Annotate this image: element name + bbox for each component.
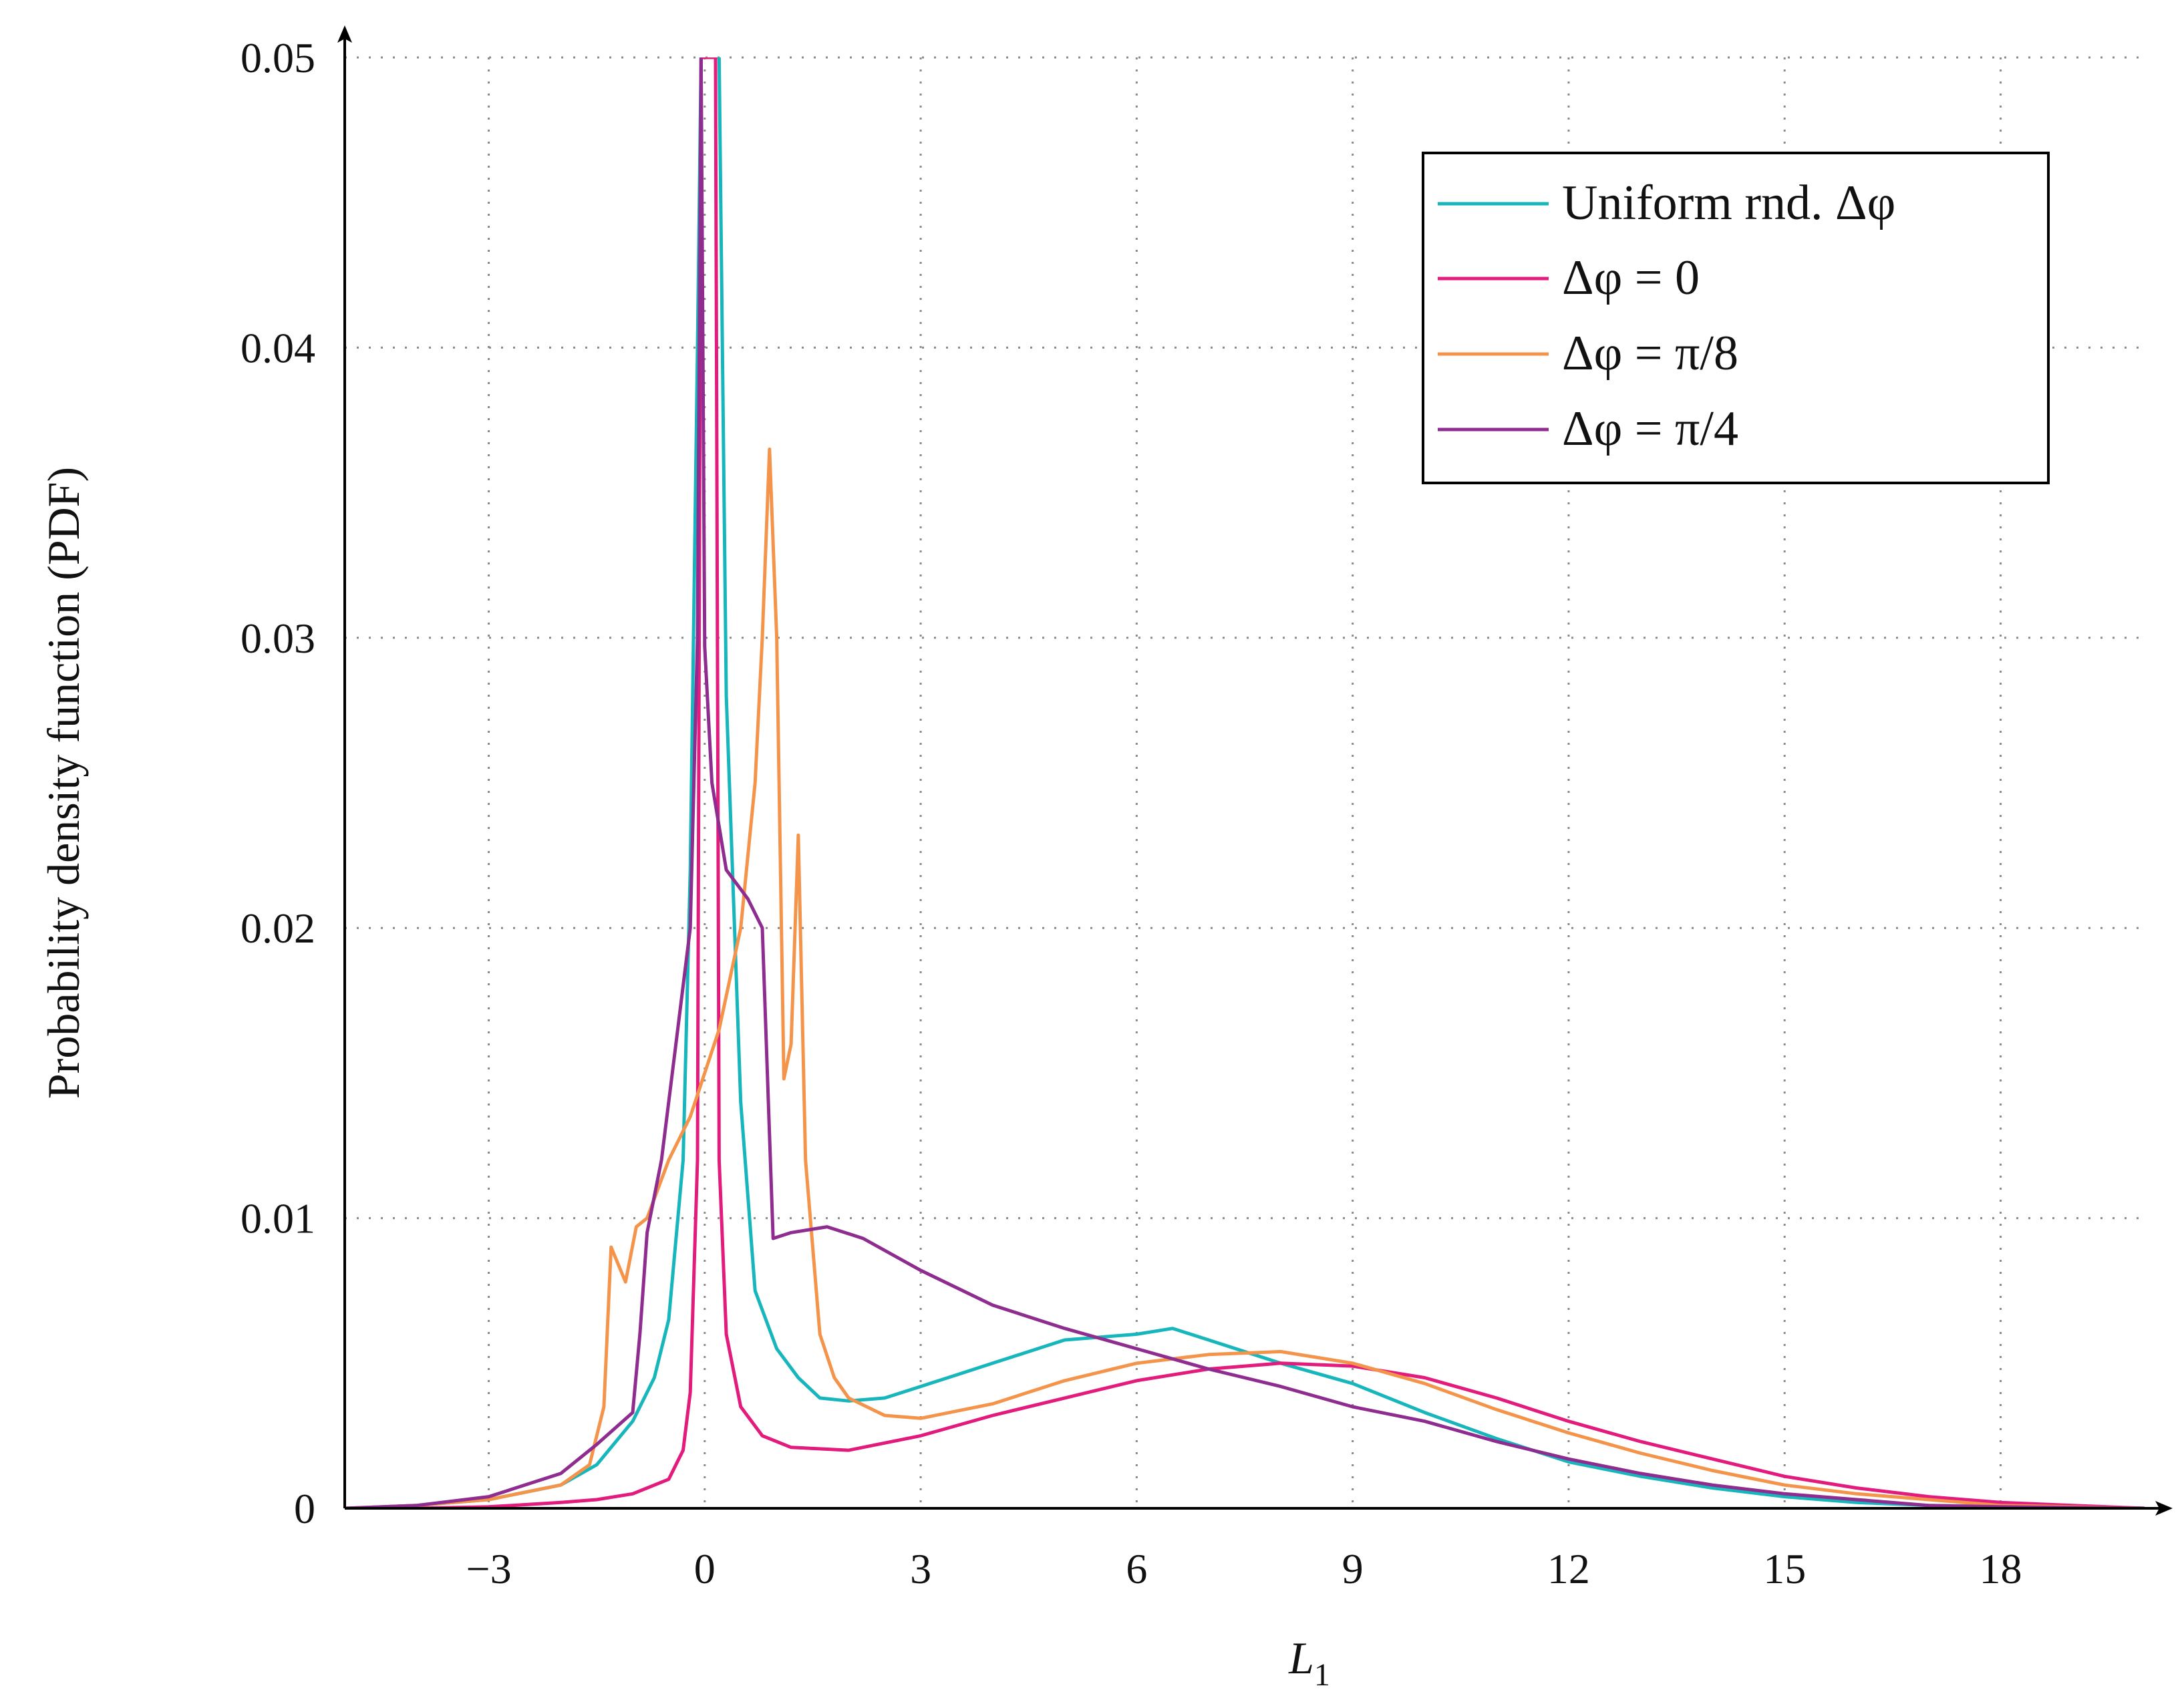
y-tick-label-2: 0.02 <box>241 904 315 952</box>
series-line-1 <box>345 57 2145 1508</box>
x-tick-label-2: 3 <box>910 1545 931 1592</box>
y-tick-labels: 0 0.01 0.02 0.03 0.04 0.05 <box>241 34 315 1532</box>
x-tick-label-4: 9 <box>1342 1545 1364 1592</box>
x-axis-title: L1 <box>1288 1633 1330 1693</box>
legend-item-dphi-pi8: Δφ = π/8 <box>1438 326 1738 381</box>
legend-item-uniform: Uniform rnd. Δφ <box>1438 176 1895 230</box>
y-tick-label-3: 0.03 <box>241 615 315 662</box>
x-tick-labels: −3 0 3 6 9 12 15 18 <box>466 1545 2022 1592</box>
legend-label-dphi-pi4: Δφ = π/4 <box>1562 401 1738 456</box>
x-tick-label-7: 18 <box>1979 1545 2022 1592</box>
x-tick-label-5: 12 <box>1547 1545 1590 1592</box>
y-tick-label-5: 0.05 <box>241 34 315 81</box>
axes <box>337 25 2173 1516</box>
series-line-2 <box>345 447 2145 1508</box>
y-tick-label-1: 0.01 <box>241 1195 315 1242</box>
y-tick-label-4: 0.04 <box>241 324 315 371</box>
legend-label-dphi-0: Δφ = 0 <box>1562 250 1700 305</box>
x-tick-label-0: −3 <box>466 1545 511 1592</box>
x-tick-label-3: 6 <box>1126 1545 1147 1592</box>
x-axis-title-main: L <box>1288 1633 1314 1683</box>
y-axis-arrowhead <box>337 25 352 43</box>
x-tick-label-6: 15 <box>1763 1545 1806 1592</box>
x-axis-title-subscript: 1 <box>1314 1657 1330 1693</box>
x-tick-label-1: 0 <box>694 1545 716 1592</box>
legend-item-dphi-pi4: Δφ = π/4 <box>1438 401 1738 456</box>
series-line-0 <box>345 57 2145 1508</box>
legend-item-dphi-0: Δφ = 0 <box>1438 250 1700 305</box>
x-axis-arrowhead <box>2155 1501 2173 1516</box>
legend-label-dphi-pi8: Δφ = π/8 <box>1562 326 1738 381</box>
series-layer <box>345 57 2145 1508</box>
y-axis-title: Probability density function (PDF) <box>38 467 89 1099</box>
legend: Uniform rnd. Δφ Δφ = 0 Δφ = π/8 Δφ = π/4 <box>1422 152 2050 484</box>
legend-label-uniform: Uniform rnd. Δφ <box>1562 176 1895 230</box>
y-tick-label-0: 0 <box>294 1485 315 1532</box>
series-line-3 <box>345 57 2145 1508</box>
